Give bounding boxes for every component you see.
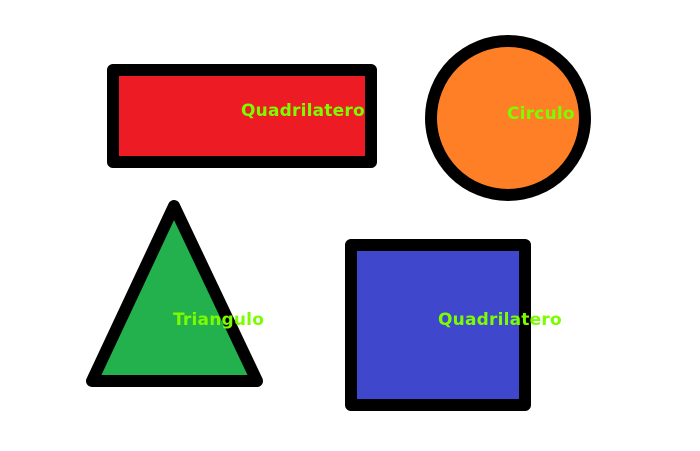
rectangle-shape-group: Quadrilatero <box>113 70 371 162</box>
circle-label: Circulo <box>507 104 575 124</box>
rectangle-label: Quadrilatero <box>241 101 365 121</box>
triangle-label: Triangulo <box>173 310 264 330</box>
square-shape-group: Quadrilatero <box>351 245 562 405</box>
square-label: Quadrilatero <box>438 310 562 330</box>
circle-shape-group: Circulo <box>431 41 585 195</box>
